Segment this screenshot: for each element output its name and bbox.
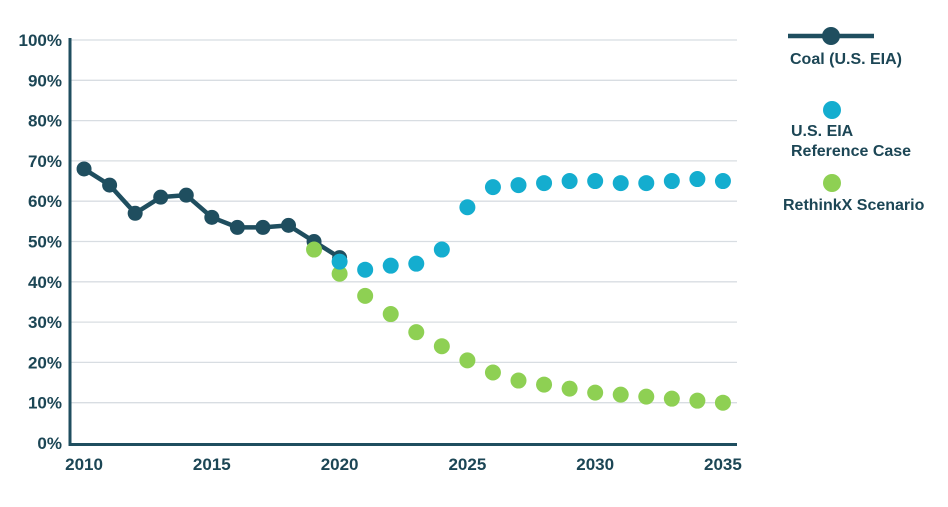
rethinkx-data-point — [382, 306, 399, 323]
chart-legend: Coal (U.S. EIA) U.S. EIA Reference Case … — [783, 0, 948, 507]
rethinkx-data-point — [433, 338, 450, 355]
x-axis-tick-label: 2010 — [65, 455, 103, 474]
coal-data-point — [178, 187, 194, 203]
legend-label-coal: Coal (U.S. EIA) — [790, 51, 903, 68]
data-series — [76, 161, 731, 411]
eia-reference-legend-marker — [823, 101, 841, 119]
legend-label-eia-reference: U.S. EIA Reference Case — [791, 123, 912, 160]
eia-reference-data-point — [561, 173, 578, 190]
coal-data-point — [229, 219, 245, 235]
y-axis-tick-label: 20% — [28, 353, 62, 372]
rethinkx-legend-marker — [823, 174, 841, 192]
rethinkx-data-point — [510, 372, 527, 389]
eia-reference-data-point — [714, 173, 731, 190]
gridlines — [70, 39, 737, 404]
coal-data-point — [76, 161, 92, 177]
y-axis-tick-label: 70% — [28, 152, 62, 171]
coal-legend-marker — [822, 27, 840, 45]
rethinkx-data-point — [536, 376, 553, 393]
x-axis-tick-label: 2015 — [193, 455, 231, 474]
eia-reference-data-point — [433, 241, 450, 258]
eia-reference-data-point — [408, 255, 425, 272]
rethinkx-data-point — [459, 352, 476, 369]
eia-reference-data-point — [357, 261, 374, 278]
x-axis-tick-label: 2025 — [448, 455, 486, 474]
rethinkx-data-point — [306, 241, 323, 258]
rethinkx-data-point — [612, 386, 629, 403]
eia-reference-data-point — [638, 175, 655, 192]
legend-label-rethinkx: RethinkX Scenario — [783, 197, 925, 214]
eia-reference-data-point — [612, 175, 629, 192]
eia-reference-data-point — [510, 177, 527, 194]
rethinkx-data-point — [714, 394, 731, 411]
rethinkx-data-point — [357, 287, 374, 304]
y-axis-tick-label: 100% — [19, 31, 62, 50]
rethinkx-data-point — [484, 364, 501, 381]
coal-data-point — [102, 177, 118, 193]
eia-reference-data-point — [536, 175, 553, 192]
x-axis-tick-label: 2035 — [704, 455, 742, 474]
eia-reference-data-point — [689, 171, 706, 188]
y-axis-tick-label: 0% — [37, 434, 62, 453]
y-axis-tick-label: 80% — [28, 112, 62, 131]
coal-data-point — [153, 189, 169, 205]
eia-reference-data-point — [459, 199, 476, 216]
y-axis-tick-label: 40% — [28, 273, 62, 292]
y-axis-tick-label: 10% — [28, 394, 62, 413]
eia-reference-data-point — [331, 253, 348, 270]
rethinkx-data-point — [561, 380, 578, 397]
eia-reference-data-point — [663, 173, 680, 190]
rethinkx-data-point — [638, 388, 655, 405]
rethinkx-data-point — [331, 265, 348, 282]
eia-reference-data-point — [484, 179, 501, 196]
y-axis-tick-label: 50% — [28, 233, 62, 252]
eia-reference-data-point — [587, 173, 604, 190]
coal-data-point — [255, 219, 271, 235]
y-axis-tick-label: 60% — [28, 192, 62, 211]
coal-data-point — [204, 209, 220, 225]
tick-labels: 0% 10% 20% 30% 40% 50% 60% 70% 80% 90% 100% 2010 201… — [19, 31, 742, 474]
coal-data-point — [127, 205, 143, 221]
coal-data-point — [281, 217, 296, 233]
rethinkx-data-point — [689, 392, 706, 409]
rethinkx-data-point — [587, 384, 604, 401]
x-axis-tick-label: 2030 — [576, 455, 614, 474]
axes — [68, 38, 737, 446]
eia-reference-data-point — [382, 257, 399, 274]
x-axis-tick-label: 2020 — [321, 455, 359, 474]
y-axis-tick-label: 30% — [28, 313, 62, 332]
rethinkx-data-point — [663, 390, 680, 407]
coal-legend-swatch — [788, 27, 874, 45]
rethinkx-data-point — [408, 324, 425, 341]
y-axis-tick-label: 90% — [28, 71, 62, 90]
